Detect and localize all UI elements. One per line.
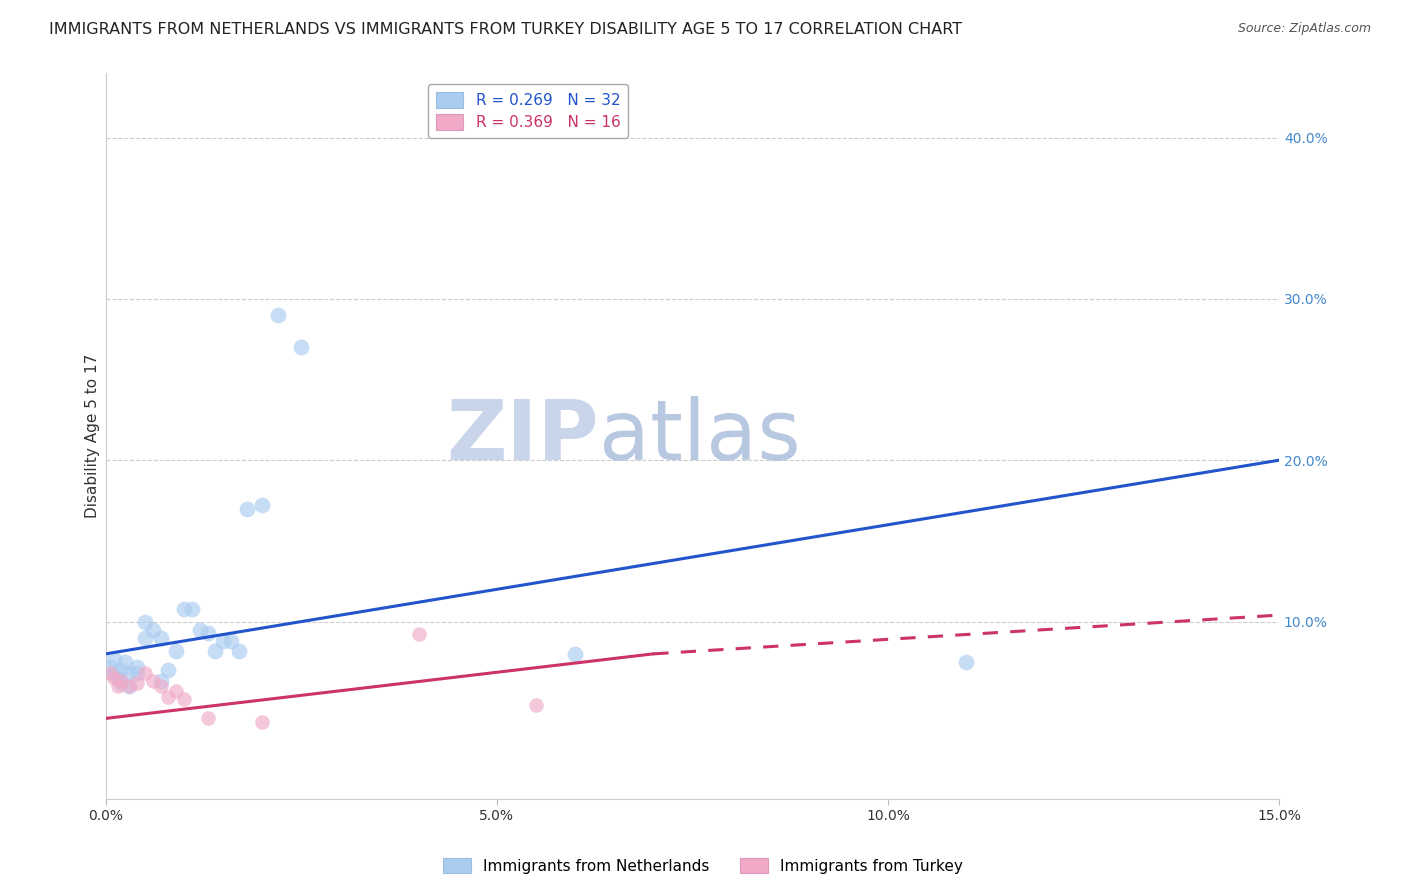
Point xyxy=(165,684,187,698)
Point xyxy=(110,676,132,690)
Point xyxy=(118,679,141,693)
Text: Source: ZipAtlas.com: Source: ZipAtlas.com xyxy=(1237,22,1371,36)
Point xyxy=(103,651,125,665)
Legend: Immigrants from Netherlands, Immigrants from Turkey: Immigrants from Netherlands, Immigrants … xyxy=(437,852,969,880)
Point xyxy=(235,501,257,516)
Point xyxy=(127,676,149,690)
Point xyxy=(134,666,156,681)
Point xyxy=(114,655,136,669)
Point xyxy=(134,615,156,629)
Point xyxy=(110,674,132,689)
Point xyxy=(204,643,226,657)
Point xyxy=(228,643,250,657)
Y-axis label: Disability Age 5 to 17: Disability Age 5 to 17 xyxy=(86,354,100,518)
Point xyxy=(107,671,129,685)
Point xyxy=(408,627,430,641)
Point xyxy=(110,663,132,677)
Text: atlas: atlas xyxy=(599,395,800,476)
Point xyxy=(142,674,165,689)
Point xyxy=(173,601,195,615)
Point xyxy=(524,698,547,713)
Text: ZIP: ZIP xyxy=(446,395,599,476)
Point xyxy=(290,340,312,354)
Point xyxy=(165,643,187,657)
Point xyxy=(107,679,129,693)
Point xyxy=(252,499,274,513)
Point xyxy=(564,647,586,661)
Point xyxy=(219,634,242,648)
Point xyxy=(98,666,121,681)
Point xyxy=(149,679,172,693)
Point xyxy=(127,659,149,673)
Point xyxy=(197,625,219,640)
Point xyxy=(180,601,202,615)
Point xyxy=(149,674,172,689)
Point xyxy=(157,690,180,705)
Point xyxy=(118,679,141,693)
Point xyxy=(188,623,211,637)
Point xyxy=(127,666,149,681)
Point xyxy=(142,623,165,637)
Point xyxy=(118,666,141,681)
Point xyxy=(103,666,125,681)
Point xyxy=(134,631,156,645)
Point xyxy=(103,671,125,685)
Point xyxy=(157,663,180,677)
Point xyxy=(98,659,121,673)
Point xyxy=(252,714,274,729)
Legend: R = 0.269   N = 32, R = 0.369   N = 16: R = 0.269 N = 32, R = 0.369 N = 16 xyxy=(429,84,628,137)
Point xyxy=(212,634,235,648)
Point xyxy=(173,692,195,706)
Text: IMMIGRANTS FROM NETHERLANDS VS IMMIGRANTS FROM TURKEY DISABILITY AGE 5 TO 17 COR: IMMIGRANTS FROM NETHERLANDS VS IMMIGRANT… xyxy=(49,22,962,37)
Point xyxy=(955,655,977,669)
Point xyxy=(149,631,172,645)
Point xyxy=(267,308,290,322)
Point xyxy=(197,711,219,725)
